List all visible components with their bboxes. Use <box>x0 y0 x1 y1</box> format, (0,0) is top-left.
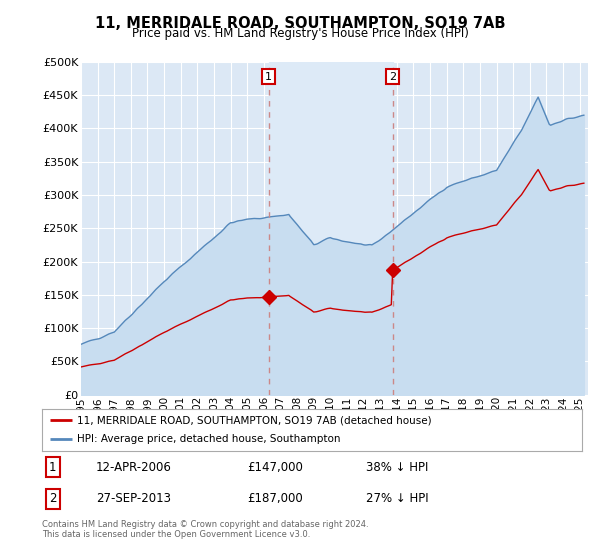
Bar <box>269 62 392 395</box>
Text: Price paid vs. HM Land Registry's House Price Index (HPI): Price paid vs. HM Land Registry's House … <box>131 27 469 40</box>
Text: 12-APR-2006: 12-APR-2006 <box>96 461 172 474</box>
Text: 2: 2 <box>389 72 396 82</box>
Text: Contains HM Land Registry data © Crown copyright and database right 2024.
This d: Contains HM Land Registry data © Crown c… <box>42 520 368 539</box>
Text: 1: 1 <box>49 461 56 474</box>
Text: 27% ↓ HPI: 27% ↓ HPI <box>366 492 428 505</box>
Text: 11, MERRIDALE ROAD, SOUTHAMPTON, SO19 7AB: 11, MERRIDALE ROAD, SOUTHAMPTON, SO19 7A… <box>95 16 505 31</box>
Text: 27-SEP-2013: 27-SEP-2013 <box>96 492 171 505</box>
Text: HPI: Average price, detached house, Southampton: HPI: Average price, detached house, Sout… <box>77 435 341 445</box>
Text: 11, MERRIDALE ROAD, SOUTHAMPTON, SO19 7AB (detached house): 11, MERRIDALE ROAD, SOUTHAMPTON, SO19 7A… <box>77 415 432 425</box>
Text: 2: 2 <box>49 492 56 505</box>
Text: £187,000: £187,000 <box>247 492 303 505</box>
Text: £147,000: £147,000 <box>247 461 303 474</box>
Text: 1: 1 <box>265 72 272 82</box>
Text: 38% ↓ HPI: 38% ↓ HPI <box>366 461 428 474</box>
